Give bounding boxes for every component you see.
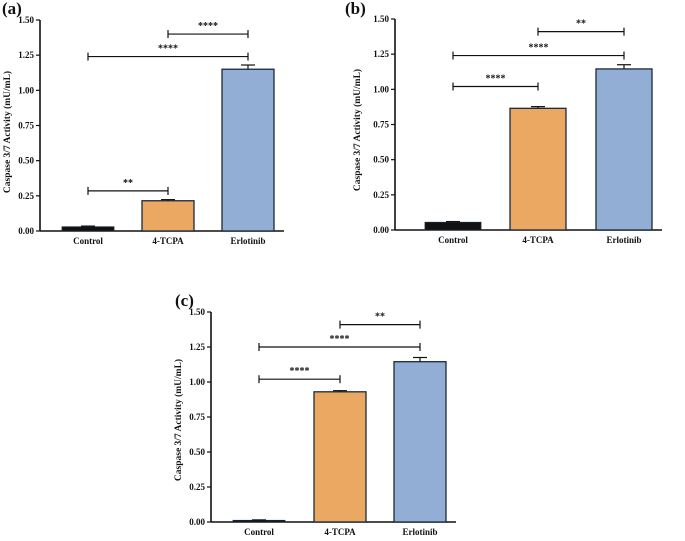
- panel-b-category-label: Control: [438, 235, 468, 245]
- panel-b-category-label: Erlotinib: [606, 235, 641, 245]
- panel-a-y-tick-label: 0.75: [18, 121, 34, 131]
- panel-c-sig-label: ****: [290, 366, 310, 377]
- panel-b-y-tick-label: 1.50: [373, 14, 389, 24]
- panel-c-y-tick-label: 0.25: [189, 482, 205, 492]
- panel-c-category-label: 4-TCPA: [324, 527, 356, 537]
- panel-b-sig-label: ****: [486, 74, 506, 85]
- panel-a-y-tick-label: 0.25: [18, 191, 34, 201]
- panel-c-label: (c): [175, 291, 194, 310]
- panel-a-plot: 0.00 0.25 0.50 0.75 1.00 1.25 1.50 Control 4-TCP…: [18, 15, 284, 246]
- panel-b-label: (b): [345, 0, 366, 18]
- panel-c-sig-label: **: [375, 312, 385, 323]
- panel-c: (c) Caspase 3/7 Activity (mU/mL) 0.00 0.2…: [173, 291, 456, 537]
- panel-a-category-label: 4-TCPA: [152, 236, 184, 246]
- panel-a-category-label: Control: [73, 236, 103, 246]
- panel-a-bar-4-tcpa: [141, 200, 195, 232]
- panel-a-category-label: Erlotinib: [230, 236, 265, 246]
- panel-c-category-label: Erlotinib: [402, 527, 437, 537]
- panel-a-label: (a): [2, 0, 22, 18]
- panel-c-ylabel: Caspase 3/7 Activity (mU/mL): [173, 359, 184, 481]
- panel-a-sig-label: ****: [158, 44, 178, 55]
- panel-b: (b) Caspase 3/7 Activity (mU/mL) 0.00 0.2…: [345, 0, 662, 245]
- panel-b-sig-label: ****: [529, 43, 549, 54]
- panel-c-y-tick-label: 1.00: [189, 377, 205, 387]
- panel-b-bar-erlotinib: [595, 68, 653, 231]
- panel-b-category-label: 4-TCPA: [522, 235, 554, 245]
- panel-c-y-tick-label: 1.25: [189, 342, 205, 352]
- panel-b-sig-label: **: [576, 19, 586, 30]
- panel-c-y-tick-label: 0.00: [189, 517, 205, 527]
- panel-c-y-tick-label: 1.50: [189, 307, 205, 317]
- panel-a-bar-erlotinib: [221, 68, 275, 232]
- panel-a-sig-label: ****: [198, 21, 218, 32]
- panel-a-y-tick-label: 1.00: [18, 85, 34, 95]
- panel-b-plot: 0.00 0.25 0.50 0.75 1.00 1.25 1.50 Control 4-TCP…: [373, 14, 662, 245]
- panel-b-bar-4-tcpa: [509, 107, 567, 231]
- panel-c-bar-4-tcpa: [313, 391, 367, 523]
- panel-b-ylabel: Caspase 3/7 Activity (mU/mL): [352, 69, 363, 191]
- panel-c-sig-label: ****: [330, 334, 350, 345]
- panel-c-category-label: Control: [244, 527, 274, 537]
- panel-b-y-tick-label: 0.75: [373, 120, 389, 130]
- panel-b-bar-control: [424, 221, 482, 231]
- panel-b-y-tick-label: 0.25: [373, 190, 389, 200]
- panel-b-y-tick-label: 0.50: [373, 155, 389, 165]
- panel-a: (a) Caspase 3/7 Activity (mU/mL) 0.00 0.2…: [2, 0, 284, 246]
- panel-a-y-tick-label: 1.25: [18, 50, 34, 60]
- panel-c-y-tick-label: 0.50: [189, 447, 205, 457]
- panel-b-y-tick-label: 1.00: [373, 84, 389, 94]
- panel-a-bar-control: [61, 226, 115, 232]
- panel-a-y-tick-label: 0.50: [18, 156, 34, 166]
- panel-a-y-tick-label: 0.00: [18, 226, 34, 236]
- panel-c-bar-erlotinib: [393, 361, 447, 523]
- panel-c-y-tick-label: 0.75: [189, 412, 205, 422]
- panel-b-y-tick-label: 1.25: [373, 49, 389, 59]
- panel-a-ylabel: Caspase 3/7 Activity (mU/mL): [2, 71, 13, 193]
- panel-c-bar-control: [232, 519, 286, 523]
- panel-a-sig-label: **: [123, 178, 133, 189]
- panel-a-y-tick-label: 1.50: [18, 15, 34, 25]
- panel-b-y-tick-label: 0.00: [373, 225, 389, 235]
- panel-c-plot: 0.00 0.25 0.50 0.75 1.00 1.25 1.50 Control 4-TCP…: [189, 307, 456, 537]
